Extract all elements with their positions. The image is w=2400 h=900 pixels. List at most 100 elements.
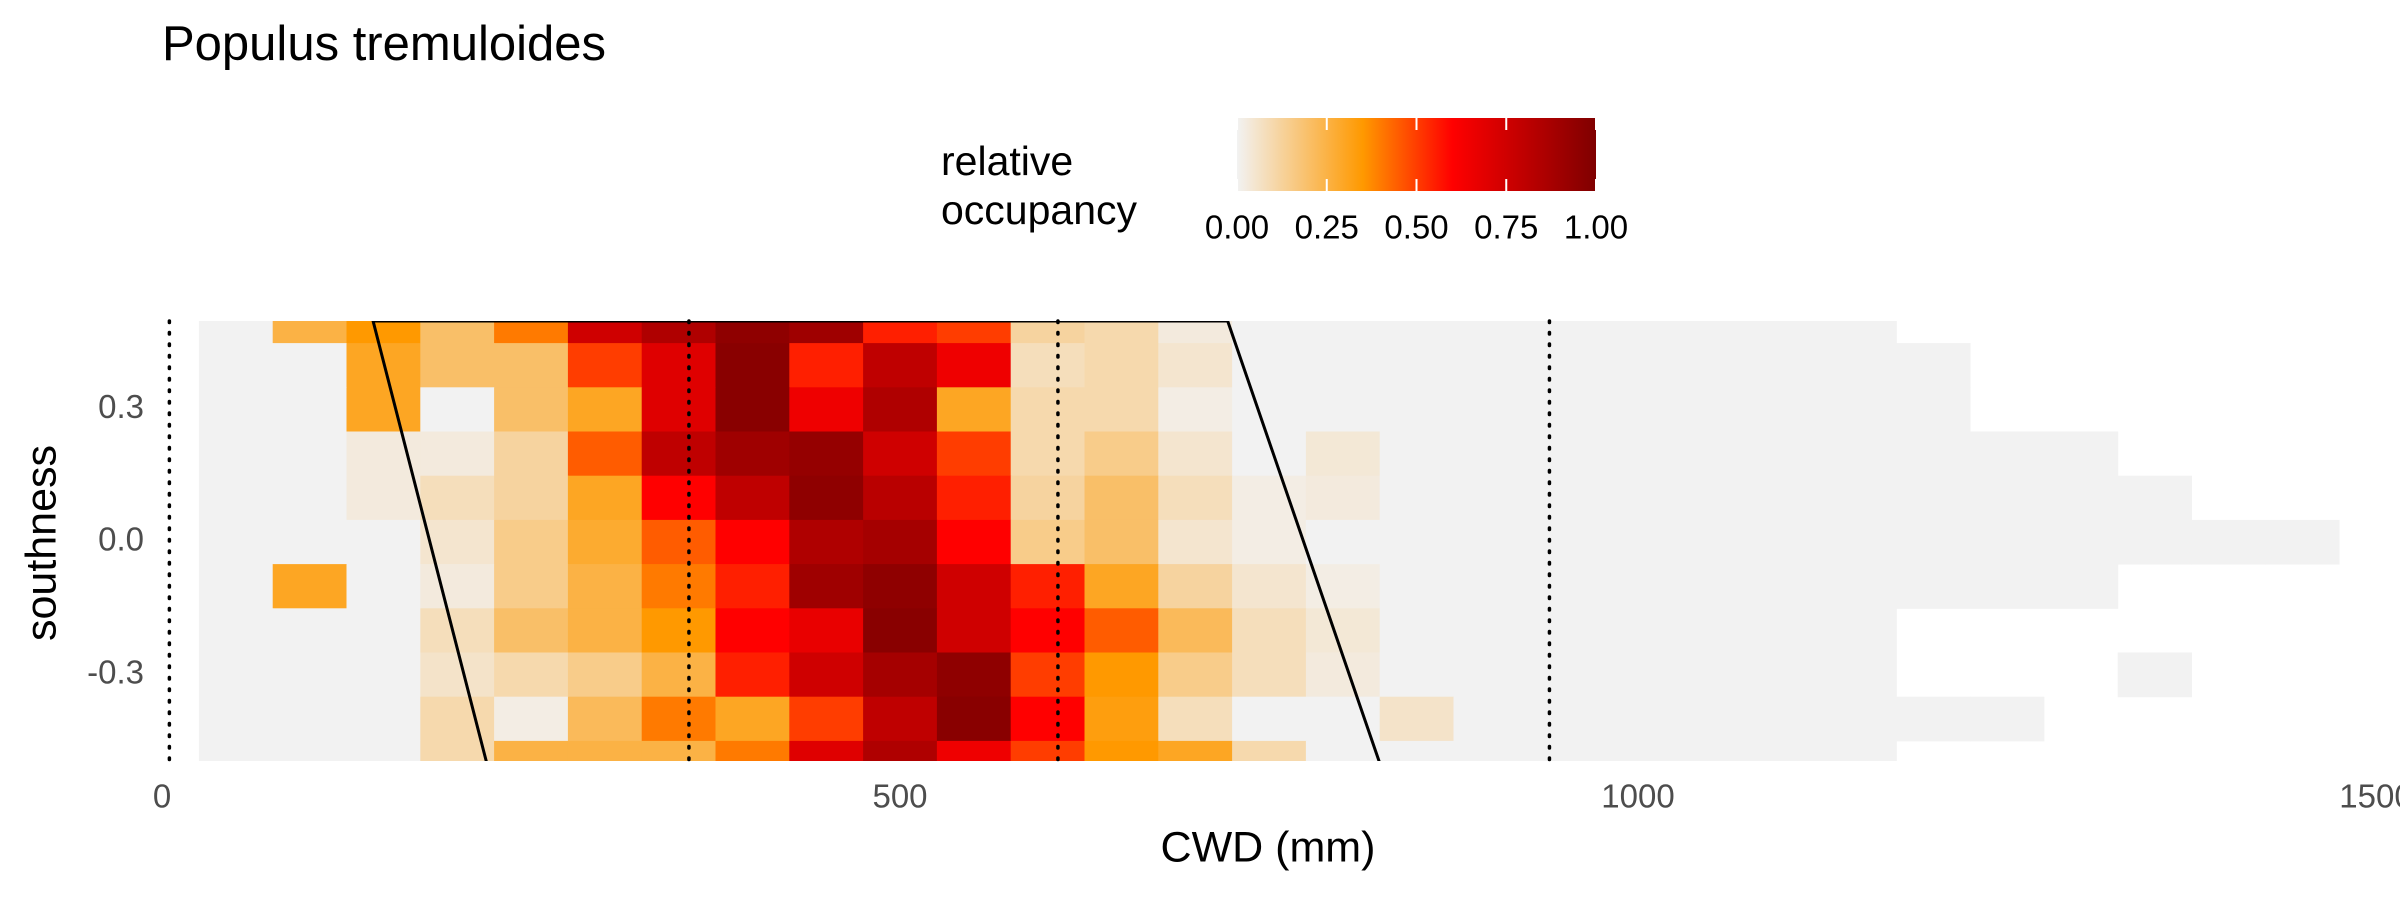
- heat-cell: [641, 475, 716, 521]
- heat-cell: [1453, 431, 1528, 477]
- heat-cell: [789, 431, 864, 477]
- heatmap: [198, 321, 2340, 761]
- heat-cell: [1379, 431, 1454, 477]
- heat-cell: [1232, 519, 1307, 565]
- heat-cell: [494, 564, 569, 609]
- heat-cell: [198, 431, 274, 477]
- heat-cell: [1748, 343, 1823, 388]
- heat-cell: [2117, 519, 2192, 565]
- heat-cell: [1748, 387, 1823, 432]
- heat-cell: [1379, 652, 1454, 698]
- heat-cell: [1896, 343, 1971, 388]
- heat-cell: [715, 387, 790, 432]
- heat-cell: [1822, 321, 1897, 344]
- heat-cell: [1305, 608, 1381, 653]
- heat-cell: [1896, 696, 1971, 742]
- heat-cell: [420, 652, 495, 698]
- heat-cell: [1674, 564, 1750, 609]
- heat-cell: [2117, 652, 2192, 698]
- chart-title: Populus tremuloides: [162, 17, 606, 71]
- y-axis-title: southness: [17, 445, 65, 641]
- heat-cell: [198, 475, 274, 521]
- heat-cell: [1748, 321, 1823, 344]
- heat-cell: [1453, 343, 1528, 388]
- heat-cell: [272, 652, 347, 698]
- heat-cell: [641, 343, 716, 388]
- heat-cell: [272, 387, 347, 432]
- heat-cell: [1232, 564, 1307, 609]
- heat-cell: [2043, 431, 2119, 477]
- heat-cell: [789, 387, 864, 432]
- heat-cell: [198, 321, 274, 344]
- heat-cell: [1896, 387, 1971, 432]
- heat-cell: [1158, 519, 1233, 565]
- heat-cell: [567, 343, 643, 388]
- heat-cell: [1453, 387, 1528, 432]
- heat-cell: [198, 343, 274, 388]
- heat-cell: [1084, 696, 1159, 742]
- heat-cell: [863, 321, 938, 344]
- heat-cell: [346, 519, 421, 565]
- heat-cell: [863, 608, 938, 653]
- heat-cell: [1232, 387, 1307, 432]
- heat-cell: [1970, 519, 2045, 565]
- heat-cell: [715, 564, 790, 609]
- heat-cell: [1527, 696, 1602, 742]
- heat-cell: [1158, 343, 1233, 388]
- heat-cell: [1896, 519, 1971, 565]
- heat-cell: [1010, 343, 1085, 388]
- legend-title: relative: [941, 138, 1073, 184]
- heat-cell: [1453, 321, 1528, 344]
- heat-cell: [715, 321, 790, 344]
- heat-cell: [1453, 652, 1528, 698]
- heat-cell: [1158, 652, 1233, 698]
- legend-tick-label: 0.25: [1295, 209, 1359, 246]
- heat-cell: [1896, 564, 1971, 609]
- heat-cell: [1601, 652, 1676, 698]
- heat-cell: [1527, 343, 1602, 388]
- heat-cell: [1084, 431, 1159, 477]
- heat-cell: [272, 431, 347, 477]
- y-tick-label: -0.3: [87, 653, 144, 690]
- heat-cell: [1601, 608, 1676, 653]
- legend-tick-label: 0.00: [1205, 209, 1269, 246]
- heat-cell: [1010, 740, 1085, 761]
- y-tick-label: 0.0: [98, 521, 144, 558]
- heat-cell: [1748, 740, 1823, 761]
- heat-cell: [198, 652, 274, 698]
- heat-cell: [641, 696, 716, 742]
- heat-cell: [789, 343, 864, 388]
- heat-cell: [346, 564, 421, 609]
- heat-cell: [789, 608, 864, 653]
- heat-cell: [567, 321, 643, 344]
- heat-cell: [198, 740, 274, 761]
- legend-tick-label: 0.75: [1474, 209, 1538, 246]
- heat-cell: [1084, 519, 1159, 565]
- heat-cell: [1010, 321, 1085, 344]
- heat-cell: [1748, 519, 1823, 565]
- heat-cell: [1379, 475, 1454, 521]
- heat-cell: [641, 740, 716, 761]
- heat-cell: [346, 431, 421, 477]
- heat-cell: [346, 740, 421, 761]
- heat-cell: [272, 343, 347, 388]
- heat-cell: [1305, 740, 1381, 761]
- heat-cell: [1158, 321, 1233, 344]
- heat-cell: [1674, 696, 1750, 742]
- heat-cell: [567, 519, 643, 565]
- heat-cell: [1822, 652, 1897, 698]
- heat-cell: [936, 608, 1012, 653]
- heat-cell: [1822, 343, 1897, 388]
- heat-cell: [1158, 696, 1233, 742]
- legend-tick-label: 0.50: [1384, 209, 1448, 246]
- heat-cell: [1896, 475, 1971, 521]
- heat-cell: [863, 387, 938, 432]
- heat-cell: [1748, 652, 1823, 698]
- heat-cell: [1748, 608, 1823, 653]
- heat-cell: [863, 740, 938, 761]
- heat-cell: [1527, 652, 1602, 698]
- heat-cell: [715, 608, 790, 653]
- heat-cell: [1822, 740, 1897, 761]
- heat-cell: [1084, 475, 1159, 521]
